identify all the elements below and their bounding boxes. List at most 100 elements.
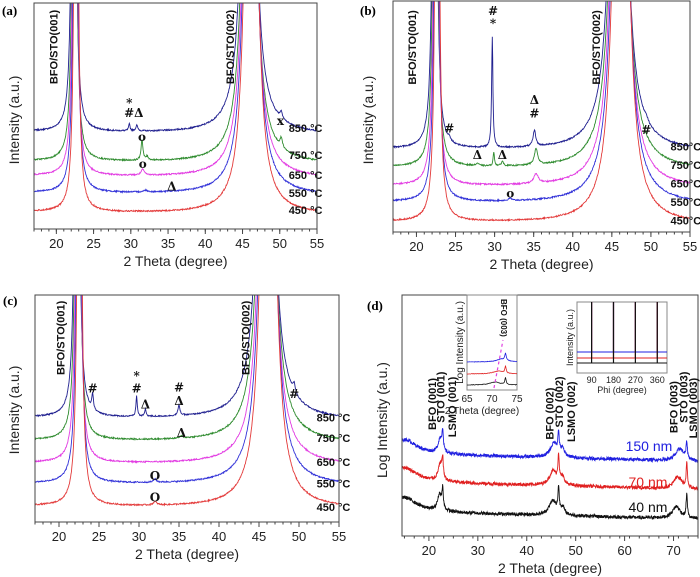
phase-marker: Δ [141,398,150,412]
peak-label: STO (001) [436,371,448,422]
inset-x-tick-label: 65 [461,394,473,405]
series-label: 750 °C [317,433,351,445]
phase-marker: # [529,107,539,121]
series-label: 450°C [670,215,700,227]
series-label: 550 °C [317,478,351,490]
inset-frame [466,294,518,391]
phase-marker: * [490,17,497,31]
x-tick-label: 45 [605,239,619,254]
x-axis-label: 2 Theta (degree) [135,546,239,562]
x-tick-label: 60 [617,543,631,558]
series-label: 550°C [670,197,700,209]
peak-label: BFO (002) [544,387,556,439]
panel-letter: (a) [2,3,17,18]
peak-label: BFO/STO(001) [407,10,419,85]
peak-label: LSMO (001) [447,376,459,437]
phase-marker: Δ [498,148,507,162]
phase-marker: o [138,130,146,144]
phase-marker: Δ [473,148,482,162]
series-line-450C [393,1,690,222]
peak-label: LSMO (002) [566,381,578,442]
panel-letter: (b) [360,3,376,18]
peak-label: STO (002) [554,376,566,427]
inset-x-axis-label: Phi (degree) [597,385,647,395]
series-line-650C [393,1,690,187]
series-label: 150 nm [626,438,673,454]
series-label: 750°C [670,160,700,172]
phase-marker: Δ [177,426,186,440]
x-tick-label: 55 [310,236,324,251]
phase-marker: Δ [167,180,176,194]
series-line-550C [35,295,339,484]
series-line-750C [393,1,690,168]
panel-a: 850 °C 750 °C 650 °C 550 °C 450 °C 20 25 30 35 40… [2,2,324,269]
x-tick-label: 20 [422,543,436,558]
inset-x-tick-label: 270 [628,375,643,385]
series-line-450C [34,3,317,213]
phase-marker: O [150,469,160,483]
phase-marker: Δ [530,93,539,107]
x-tick-label: 50 [292,529,306,544]
series-line-550C [393,1,690,203]
phase-marker: # [132,382,142,396]
series-label: 750 °C [289,150,323,162]
peak-label: BFO (003) [669,381,681,433]
peak-label: BFO/STO(002) [240,300,252,375]
series-line-750C [34,3,317,162]
inset-frame [576,301,668,374]
phase-marker: # [641,123,651,137]
series-label: 550 °C [289,188,323,200]
phase-marker: # [88,382,98,396]
phase-marker: # [488,4,498,18]
panel-c: 850 °C 750 °C 650 °C 550 °C 450 °C 20 25 30 35 40… [3,293,351,562]
x-tick-label: 40 [198,236,212,251]
series-line-850C [35,295,339,418]
series-label: 450 °C [289,205,323,217]
plot-frame [34,294,340,523]
x-tick-label: 45 [235,236,249,251]
x-axis-label: 2 Theta (degree) [123,253,227,269]
phase-marker: * [126,96,133,110]
panel-b: 850°C 750°C 650°C 550°C 450°C 20 25 30 35 40 45 50 5… [360,0,700,272]
x-axis-label: 2 Theta (degree) [489,256,593,272]
phase-marker: # [444,122,454,136]
x-tick-label: 20 [52,529,66,544]
x-tick-label: 25 [92,529,106,544]
series-label: 850 °C [289,123,323,135]
inset-y-axis-label: Log Intensity (a.u.) [455,301,466,384]
x-tick-label: 35 [172,529,186,544]
phase-marker: x [277,114,285,128]
peak-label: BFO (001) [427,378,439,430]
y-axis-label: Log Intensity (a.u.) [374,362,390,478]
series-label: 40 nm [629,499,668,515]
y-axis-label: Intensity (a.u.) [6,76,22,165]
x-tick-label: 40 [566,239,580,254]
series-label: 70 nm [629,474,668,490]
x-axis-label: 2 Theta (degree) [498,560,602,576]
series-label: 850°C [670,142,700,154]
phase-marker: o [506,186,514,200]
series-line-650C [35,295,339,464]
peak-label: BFO/STO(001) [48,9,60,84]
x-tick-label: 30 [132,529,146,544]
phase-marker: O [150,491,160,505]
peak-label: STO (003) [678,371,690,422]
phase-marker: # [174,380,184,394]
series-line-450C [35,295,339,507]
phase-marker: # [289,387,299,401]
x-tick-label: 55 [683,239,697,254]
x-tick-label: 35 [526,239,540,254]
x-tick-label: 70 [666,543,680,558]
phase-marker: #Δ [124,106,143,120]
series-label: 650 °C [289,170,323,182]
plot-frame [401,294,699,537]
peak-label: LSMO (003) [688,378,700,439]
panel-letter: (c) [3,293,17,308]
x-tick-label: 25 [86,236,100,251]
inset-x-tick-label: 70 [486,394,498,405]
x-tick-label: 25 [448,239,462,254]
y-axis-label: Intensity (a.u.) [360,76,376,165]
series-label: 450 °C [317,502,351,514]
